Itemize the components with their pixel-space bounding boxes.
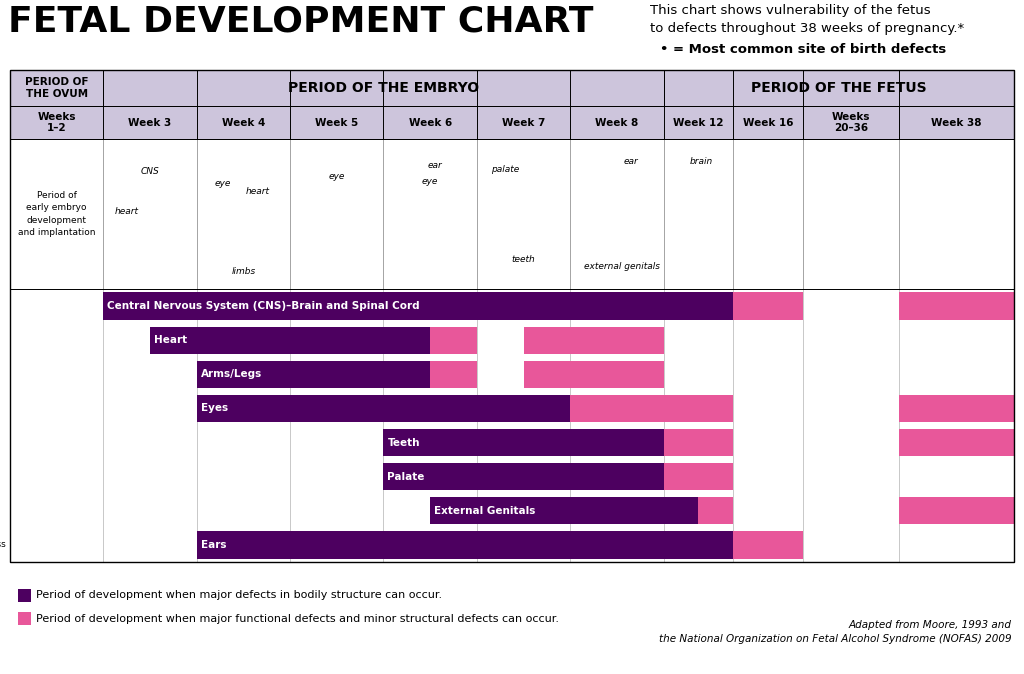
- Text: Week 7: Week 7: [502, 117, 545, 127]
- Text: Period of development when major functional defects and minor structural defects: Period of development when major functio…: [36, 613, 559, 623]
- Bar: [10, 289, 1014, 562]
- Text: External Genitals: External Genitals: [434, 506, 536, 516]
- Text: limbs: limbs: [231, 266, 256, 276]
- Bar: [103, 293, 733, 319]
- Text: Week 8: Week 8: [595, 117, 639, 127]
- Text: Pregnancy loss: Pregnancy loss: [0, 541, 6, 549]
- Text: Week 16: Week 16: [742, 117, 794, 127]
- Bar: [10, 70, 1014, 562]
- Bar: [698, 497, 733, 524]
- Bar: [10, 139, 1014, 289]
- Text: Eyes: Eyes: [201, 404, 228, 413]
- Bar: [733, 531, 803, 559]
- Text: eye: eye: [215, 179, 231, 189]
- Text: Palate: Palate: [387, 472, 425, 482]
- Text: Arms/Legs: Arms/Legs: [201, 369, 262, 379]
- Bar: [10, 70, 1014, 106]
- Text: CNS: CNS: [140, 168, 160, 177]
- Bar: [570, 395, 733, 422]
- Text: Weeks
20–36: Weeks 20–36: [831, 112, 870, 133]
- Bar: [197, 531, 733, 559]
- Bar: [523, 361, 664, 388]
- Text: Week 5: Week 5: [315, 117, 358, 127]
- Text: Teeth: Teeth: [387, 437, 420, 448]
- Text: Adapted from Moore, 1993 and
the National Organization on Fetal Alcohol Syndrome: Adapted from Moore, 1993 and the Nationa…: [659, 620, 1012, 644]
- Text: eye: eye: [422, 177, 438, 185]
- Text: brain: brain: [690, 157, 714, 166]
- Bar: [523, 326, 664, 354]
- Bar: [10, 70, 1014, 106]
- Text: Week 38: Week 38: [931, 117, 982, 127]
- Text: PERIOD OF
THE OVUM: PERIOD OF THE OVUM: [25, 77, 88, 99]
- Bar: [898, 293, 1014, 319]
- Bar: [197, 361, 430, 388]
- Bar: [197, 395, 570, 422]
- Bar: [10, 106, 1014, 139]
- Bar: [151, 326, 430, 354]
- Bar: [10, 106, 1014, 139]
- Bar: [898, 429, 1014, 456]
- Text: external genitals: external genitals: [584, 262, 659, 271]
- Bar: [18, 612, 31, 625]
- Text: • = Most common site of birth defects: • = Most common site of birth defects: [660, 43, 946, 56]
- Bar: [430, 326, 477, 354]
- Text: This chart shows vulnerability of the fetus
to defects throughout 38 weeks of pr: This chart shows vulnerability of the fe…: [650, 4, 965, 35]
- Text: palate: palate: [490, 164, 519, 173]
- Bar: [430, 361, 477, 388]
- Bar: [18, 589, 31, 602]
- Text: PERIOD OF THE FETUS: PERIOD OF THE FETUS: [751, 81, 927, 95]
- Text: FETAL DEVELOPMENT CHART: FETAL DEVELOPMENT CHART: [8, 4, 594, 38]
- Text: Week 6: Week 6: [409, 117, 452, 127]
- Bar: [664, 463, 733, 491]
- Bar: [383, 463, 664, 491]
- Text: teeth: teeth: [512, 255, 536, 264]
- Text: Period of development when major defects in bodily structure can occur.: Period of development when major defects…: [36, 590, 442, 601]
- Bar: [898, 497, 1014, 524]
- Text: Weeks
1–2: Weeks 1–2: [38, 112, 76, 133]
- Text: Week 4: Week 4: [222, 117, 265, 127]
- Text: Heart: Heart: [154, 335, 187, 345]
- Bar: [430, 497, 698, 524]
- Text: eye: eye: [329, 172, 345, 181]
- Text: Week 12: Week 12: [673, 117, 724, 127]
- Text: PERIOD OF THE EMBRYO: PERIOD OF THE EMBRYO: [288, 81, 479, 95]
- Text: Period of
early embryo
development
and implantation: Period of early embryo development and i…: [18, 191, 95, 237]
- Bar: [664, 429, 733, 456]
- Text: heart: heart: [246, 187, 269, 196]
- Text: heart: heart: [115, 206, 138, 216]
- Text: ear: ear: [624, 157, 638, 166]
- Bar: [898, 395, 1014, 422]
- Text: Week 3: Week 3: [128, 117, 172, 127]
- Text: Ears: Ears: [201, 540, 226, 550]
- Bar: [383, 429, 664, 456]
- Text: ear: ear: [427, 162, 442, 171]
- Bar: [733, 293, 803, 319]
- Text: Central Nervous System (CNS)–Brain and Spinal Cord: Central Nervous System (CNS)–Brain and S…: [108, 301, 420, 311]
